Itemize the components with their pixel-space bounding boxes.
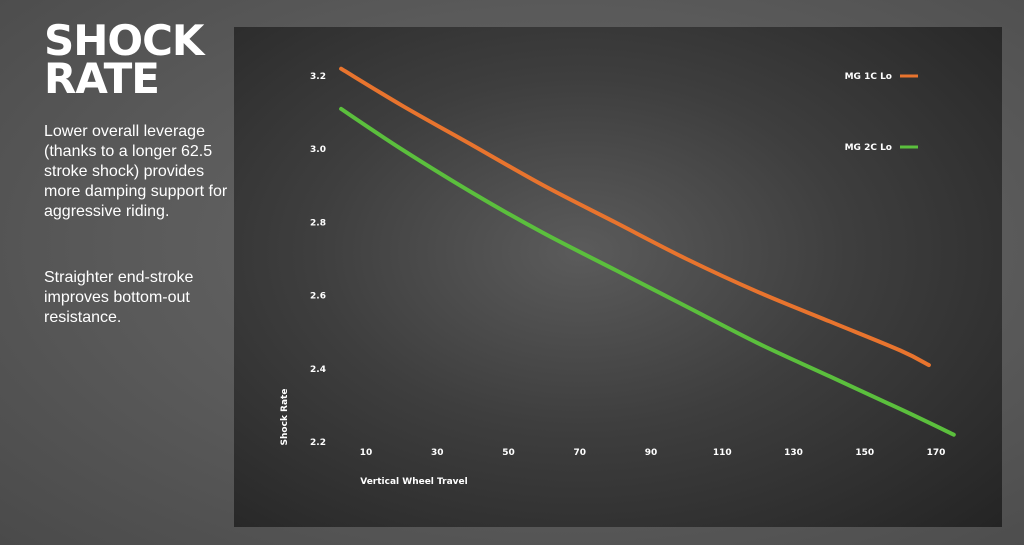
legend-label: MG 1C Lo: [845, 72, 892, 82]
y-tick-label: 3.0: [310, 145, 326, 155]
x-tick-label: 130: [784, 448, 803, 458]
y-tick-label: 2.8: [310, 218, 326, 228]
series-lines: [339, 66, 956, 437]
title-line-1: SHOCK: [44, 16, 204, 65]
x-tick-label: 90: [645, 448, 658, 458]
page-title: SHOCK RATE: [44, 16, 204, 103]
x-tick-labels: 10 30 50 70 90 110 130 150 170: [360, 448, 946, 458]
x-tick-label: 50: [502, 448, 515, 458]
x-tick-label: 170: [927, 448, 946, 458]
title-line-2: RATE: [44, 54, 160, 103]
x-tick-label: 30: [431, 448, 444, 458]
x-tick-label: 150: [855, 448, 874, 458]
x-axis-label: Vertical Wheel Travel: [360, 477, 468, 487]
y-tick-label: 2.2: [310, 438, 326, 448]
legend-label: MG 2C Lo: [845, 143, 892, 153]
chart-panel: 10 30 50 70 90 110 130 150 170 2.2 2.4 2.6 2.8 3.0 3.…: [234, 27, 1002, 527]
y-tick-labels: 2.2 2.4 2.6 2.8 3.0 3.2: [310, 72, 326, 448]
description-paragraph-1: Lower overall leverage (thanks to a long…: [44, 123, 228, 220]
y-axis-label: Shock Rate: [280, 389, 290, 446]
y-tick-label: 2.4: [310, 365, 326, 375]
x-tick-label: 10: [360, 448, 373, 458]
y-tick-label: 2.6: [310, 292, 326, 302]
shock-rate-chart: 10 30 50 70 90 110 130 150 170 2.2 2.4 2.6 2.8 3.0 3.…: [280, 66, 956, 487]
description-paragraph-2: Straighter end-stroke improves bottom-ou…: [44, 269, 194, 326]
x-tick-label: 70: [573, 448, 586, 458]
x-tick-label: 110: [713, 448, 732, 458]
legend: MG 1C Lo MG 2C Lo: [845, 72, 918, 153]
series-line-2: [339, 106, 956, 437]
y-tick-label: 3.2: [310, 72, 326, 82]
series-line-1: [339, 66, 931, 368]
